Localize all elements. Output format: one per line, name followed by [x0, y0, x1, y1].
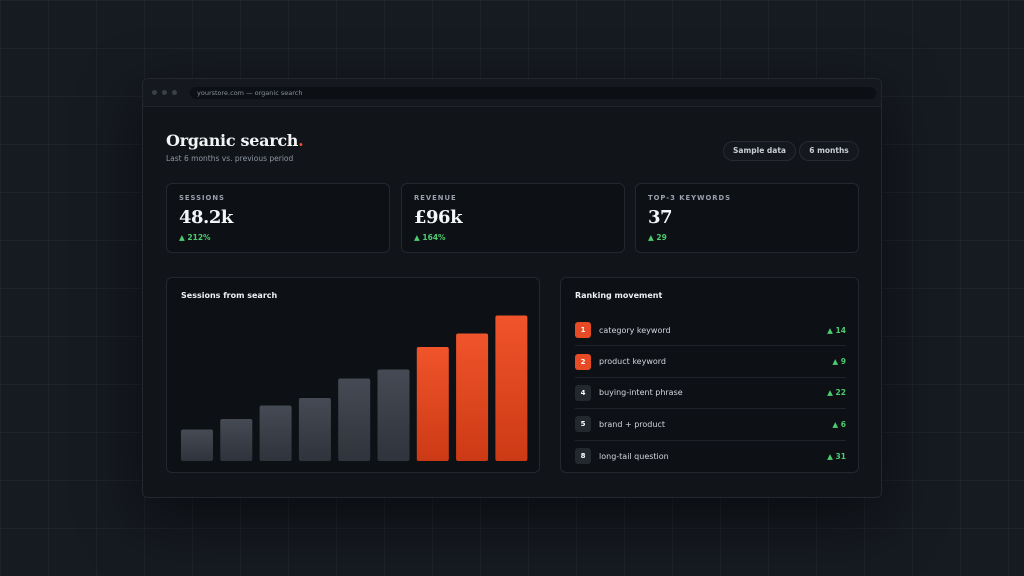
ranking-row[interactable]: 8 long-tail question ▲ 31 — [575, 441, 846, 472]
chart-bar — [181, 429, 213, 461]
address-bar[interactable]: yourstore.com — organic search — [190, 86, 876, 99]
ranking-row[interactable]: 5 brand + product ▲ 6 — [575, 409, 846, 441]
keyword-name: long-tail question — [599, 451, 669, 461]
chart-bar — [298, 398, 331, 461]
page-subtitle: Last 6 months vs. previous period — [166, 154, 294, 163]
ranking-row[interactable]: 4 buying-intent phrase ▲ 22 — [575, 378, 846, 410]
sessions-bar-chart — [181, 315, 528, 461]
kpi-value: 37 — [648, 207, 673, 228]
kpi-delta: ▲ 29 — [648, 233, 667, 242]
kpi-delta: ▲ 164% — [414, 233, 446, 242]
rank-delta: ▲ 9 — [832, 357, 846, 367]
ranking-row[interactable]: 1 category keyword ▲ 14 — [575, 315, 846, 347]
page-title-accent: . — [298, 131, 304, 150]
chart-title: Sessions from search — [181, 291, 278, 300]
ranking-row[interactable]: 2 product keyword ▲ 9 — [575, 346, 846, 378]
keyword-name: product keyword — [599, 357, 666, 367]
chart-bar — [259, 405, 292, 461]
keyword-name: brand + product — [599, 419, 665, 429]
rank-delta: ▲ 31 — [827, 451, 846, 461]
browser-titlebar: yourstore.com — organic search — [143, 79, 881, 107]
chart-bar-highlighted — [416, 347, 449, 461]
rank-badge: 1 — [575, 322, 591, 339]
window-maximize-dot[interactable] — [172, 90, 177, 95]
chart-bar-highlighted — [495, 315, 528, 461]
page-title: Organic search. — [166, 131, 304, 150]
keyword-name: buying-intent phrase — [599, 388, 683, 398]
chart-bar-highlighted — [456, 333, 489, 461]
kpi-value: £96k — [414, 207, 463, 228]
rank-delta: ▲ 22 — [827, 388, 846, 398]
keyword-name: category keyword — [599, 325, 671, 335]
rank-badge: 8 — [575, 448, 591, 465]
chart-bar — [220, 419, 253, 461]
kpi-delta: ▲ 212% — [179, 233, 211, 242]
sample-data-chip[interactable]: Sample data — [723, 141, 796, 161]
window-close-dot[interactable] — [152, 90, 157, 95]
sessions-chart-panel: Sessions from search — [166, 277, 540, 473]
chart-bar — [377, 369, 410, 461]
rank-badge: 5 — [575, 416, 591, 433]
browser-window: yourstore.com — organic search Organic s… — [142, 78, 882, 498]
kpi-label: REVENUE — [414, 194, 457, 202]
chart-bar — [338, 378, 371, 461]
ranking-list: 1 category keyword ▲ 14 2 product keywor… — [575, 315, 846, 472]
kpi-label: SESSIONS — [179, 194, 225, 202]
kpi-card-top3-keywords: TOP-3 KEYWORDS 37 ▲ 29 — [635, 183, 859, 253]
period-selector-chip[interactable]: 6 months — [799, 141, 859, 161]
kpi-label: TOP-3 KEYWORDS — [648, 194, 732, 202]
kpi-card-sessions: SESSIONS 48.2k ▲ 212% — [166, 183, 390, 253]
kpi-card-revenue: REVENUE £96k ▲ 164% — [401, 183, 625, 253]
rank-delta: ▲ 14 — [827, 325, 846, 335]
rank-delta: ▲ 6 — [832, 419, 846, 429]
rank-badge: 2 — [575, 353, 591, 370]
ranking-title: Ranking movement — [575, 291, 663, 300]
window-minimize-dot[interactable] — [162, 90, 167, 95]
ranking-panel: Ranking movement 1 category keyword ▲ 14… — [560, 277, 859, 473]
rank-badge: 4 — [575, 384, 591, 401]
kpi-value: 48.2k — [179, 207, 233, 228]
page-title-text: Organic search — [166, 131, 299, 150]
